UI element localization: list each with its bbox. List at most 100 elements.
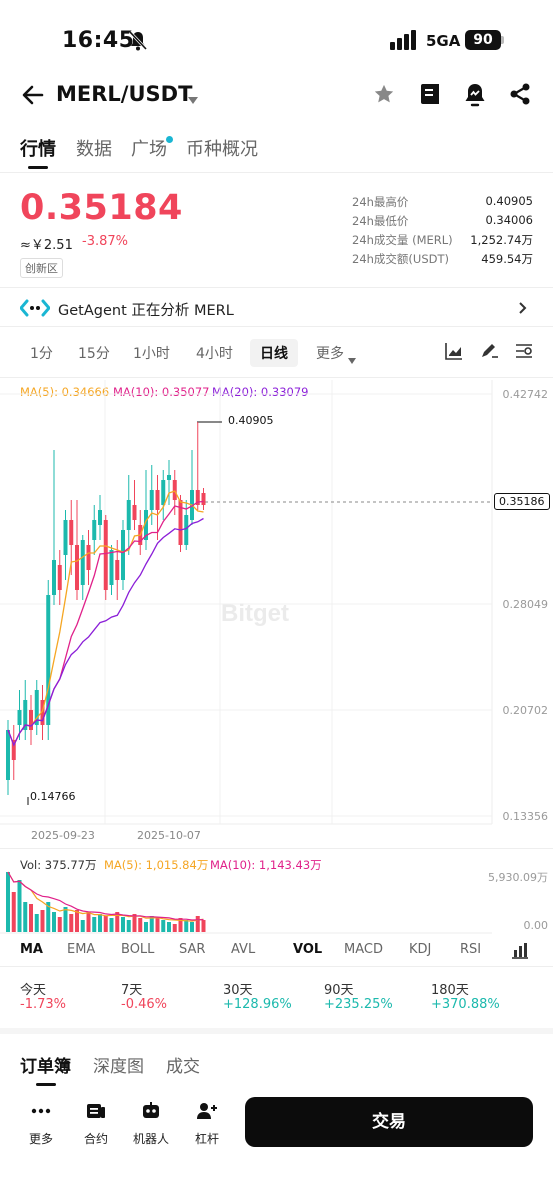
volume-bar xyxy=(46,902,51,932)
chevron-right-icon[interactable] xyxy=(518,300,528,319)
vol-max: 5,930.09万 xyxy=(488,871,548,884)
volume-bar xyxy=(92,917,97,932)
interval-more[interactable]: 更多 xyxy=(316,346,344,362)
perf-value: +235.25% xyxy=(324,997,393,1012)
perf-value: +370.88% xyxy=(431,997,500,1012)
volume-ma-line xyxy=(7,871,204,921)
indicator-boll[interactable]: BOLL xyxy=(121,942,155,957)
volume-bar xyxy=(63,907,68,932)
more-dots-icon xyxy=(31,1108,51,1114)
stat-vol-label: 24h成交量 (MERL) xyxy=(352,233,453,247)
pair-title[interactable]: MERL/USDT xyxy=(56,82,193,106)
indicator-ma[interactable]: MA xyxy=(20,942,43,957)
indicator-macd[interactable]: MACD xyxy=(344,942,383,957)
volume-bar xyxy=(57,917,62,932)
volume-bar xyxy=(11,892,16,932)
more-label: 更多 xyxy=(28,1132,53,1146)
share-icon[interactable] xyxy=(509,82,531,110)
tab-coin-overview[interactable]: 币种概况 xyxy=(186,139,258,160)
chart-settings-icon[interactable] xyxy=(514,342,534,364)
interval-1m[interactable]: 1分 xyxy=(30,346,53,362)
y-tick: 0.28049 xyxy=(502,598,549,611)
candle-body xyxy=(149,490,154,510)
star-icon[interactable] xyxy=(373,82,395,110)
stat-turnover-value: 459.54万 xyxy=(481,252,533,266)
more-button[interactable]: 更多 xyxy=(16,1102,66,1147)
status-time: 16:45 xyxy=(62,28,135,53)
tab-data[interactable]: 数据 xyxy=(76,139,112,160)
candle-body xyxy=(167,475,171,480)
candle-body xyxy=(57,565,62,590)
interval-15m[interactable]: 15分 xyxy=(78,346,110,362)
ma20-legend: MA(20): 0.33079 xyxy=(212,385,309,399)
candlestick-chart[interactable]: Bitget xyxy=(0,380,553,850)
leverage-button[interactable]: 杠杆 xyxy=(182,1102,232,1147)
candle-body xyxy=(109,550,114,585)
volume-bar xyxy=(98,914,102,932)
volume-chart xyxy=(0,871,492,934)
tab-order-book[interactable]: 订单簿 xyxy=(20,1057,71,1077)
candle-body xyxy=(69,520,74,545)
volume-bar xyxy=(155,918,160,932)
last-price: 0.35184 xyxy=(20,188,183,228)
volume-bar xyxy=(167,922,171,932)
high-marker: 0.40905 xyxy=(228,414,274,427)
indicator-ema[interactable]: EMA xyxy=(67,942,96,957)
interval-1d[interactable]: 日线 xyxy=(250,339,298,367)
signal-icon xyxy=(390,30,420,54)
candle-body xyxy=(6,730,10,780)
book-tab-underline xyxy=(36,1083,56,1086)
draw-tool-icon[interactable] xyxy=(479,342,499,364)
contract-button[interactable]: 合约 xyxy=(71,1102,121,1147)
chart-type-icon[interactable] xyxy=(445,342,463,364)
tab-market[interactable]: 行情 xyxy=(20,139,56,160)
indicator-sar[interactable]: SAR xyxy=(179,942,206,957)
tab-trades[interactable]: 成交 xyxy=(166,1057,200,1077)
book-icon[interactable] xyxy=(419,82,441,110)
volume-bar xyxy=(195,916,200,932)
back-arrow-icon[interactable] xyxy=(20,82,46,112)
tab-depth-chart[interactable]: 深度图 xyxy=(93,1057,144,1077)
volume-bar xyxy=(34,914,39,932)
battery-tip xyxy=(501,36,504,44)
indicator-avl[interactable]: AVL xyxy=(231,942,256,957)
candle-body xyxy=(17,710,22,725)
candle-body xyxy=(80,540,85,585)
interval-4h[interactable]: 4小时 xyxy=(196,346,233,362)
candle-body xyxy=(46,595,51,725)
divider xyxy=(0,848,553,849)
y-tick: 0.42742 xyxy=(502,388,549,401)
candle-body xyxy=(11,740,16,760)
candle-body xyxy=(201,493,206,505)
robot-label: 机器人 xyxy=(132,1132,169,1146)
divider xyxy=(0,326,553,327)
indicator-vol[interactable]: VOL xyxy=(293,942,323,957)
divider xyxy=(0,377,553,378)
candle-body xyxy=(161,480,166,505)
candle-body xyxy=(126,500,131,530)
caret-down-icon[interactable] xyxy=(348,349,356,368)
indicator-settings-icon[interactable] xyxy=(511,941,529,963)
volume-bar xyxy=(132,914,137,932)
interval-1h[interactable]: 1小时 xyxy=(133,346,170,362)
alert-bell-icon[interactable] xyxy=(463,82,487,112)
indicator-rsi[interactable]: RSI xyxy=(460,942,482,957)
volume-bar xyxy=(115,912,120,932)
candle-body xyxy=(115,560,120,580)
volume-bar xyxy=(121,917,125,932)
tab-underline xyxy=(28,166,48,169)
agent-analysis-link[interactable]: GetAgent 正在分析 MERL xyxy=(58,303,234,319)
robot-button[interactable]: 机器人 xyxy=(126,1102,176,1147)
caret-down-icon[interactable] xyxy=(188,90,198,109)
trade-button[interactable]: 交易 xyxy=(245,1097,533,1147)
candle-body xyxy=(29,710,33,730)
x-date: 2025-10-07 xyxy=(137,829,201,842)
indicator-kdj[interactable]: KDJ xyxy=(409,942,432,957)
volume-bar xyxy=(144,922,148,932)
volume-bar xyxy=(17,880,22,932)
vol-legend: Vol: 375.77万 xyxy=(20,858,97,872)
tab-square[interactable]: 广场 xyxy=(131,139,167,160)
battery-icon: 90 xyxy=(465,30,501,50)
volume-ma-line xyxy=(7,871,204,922)
candle-body xyxy=(103,520,108,590)
